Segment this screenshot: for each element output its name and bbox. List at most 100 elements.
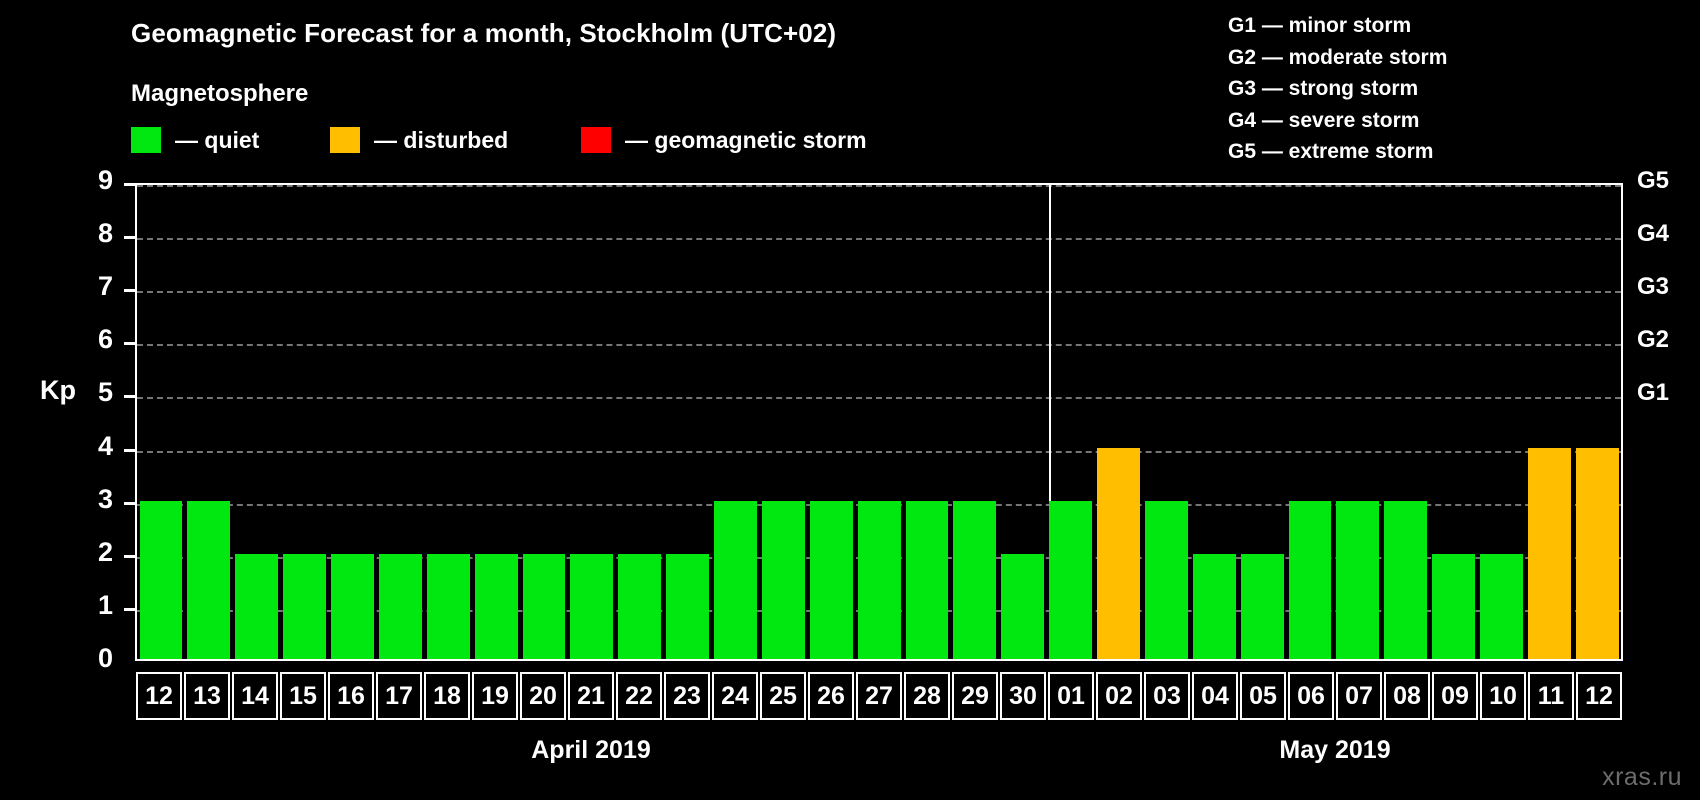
bar-april-29: [953, 501, 997, 659]
bar-cell: [137, 185, 185, 659]
date-label-may-02[interactable]: 02: [1096, 672, 1142, 720]
bar-cell: [185, 185, 233, 659]
y-axis-label: Kp: [40, 375, 76, 405]
y-tick-1: [124, 607, 135, 611]
bar-cell: [1190, 185, 1238, 659]
y-tick-label-8: 8: [97, 218, 113, 249]
bar-april-28: [905, 501, 949, 659]
bar-cell: [1047, 185, 1095, 659]
date-label-april-28[interactable]: 28: [904, 672, 950, 720]
bar-april-12: [139, 501, 183, 659]
date-label-april-24[interactable]: 24: [712, 672, 758, 720]
date-label-april-14[interactable]: 14: [232, 672, 278, 720]
y-tick-2: [124, 554, 135, 558]
bar-cell: [712, 185, 760, 659]
date-axis: 12 13 14 15 16 17 18 19 20 21 22 23 24 25 26 27 28 29 30 01…: [135, 672, 1623, 720]
bar-cell: [1478, 185, 1526, 659]
y-tick-6: [124, 342, 135, 346]
y-tick-9: [124, 183, 135, 186]
bar-may-02: [1097, 448, 1140, 659]
bar-april-19: [474, 553, 518, 659]
legend-item-storm: — geomagnetic storm: [581, 125, 867, 155]
gscale-legend-line-3: G3 — strong storm: [1228, 77, 1419, 100]
date-label-may-08[interactable]: 08: [1384, 672, 1430, 720]
bar-cell: [1095, 185, 1143, 659]
gridline-kp-4: [137, 450, 1621, 453]
date-label-may-10[interactable]: 10: [1480, 672, 1526, 720]
bar-april-25: [761, 501, 805, 659]
bar-cell: [520, 185, 568, 659]
y-tick-7: [124, 289, 135, 293]
bar-cell: [999, 185, 1047, 659]
bar-cell: [855, 185, 903, 659]
date-label-may-05[interactable]: 05: [1240, 672, 1286, 720]
date-label-april-20[interactable]: 20: [520, 672, 566, 720]
bar-cell: [1573, 185, 1621, 659]
month-divider: [1049, 185, 1051, 659]
date-label-april-12[interactable]: 12: [136, 672, 182, 720]
g-axis-label-G2: G2: [1637, 326, 1670, 354]
bar-series: [137, 185, 1621, 659]
gscale-legend-line-4: G4 — severe storm: [1228, 108, 1420, 132]
date-label-may-11[interactable]: 11: [1528, 672, 1574, 720]
month-axis: April 2019 May 2019: [135, 736, 1623, 772]
bar-may-11: [1527, 448, 1571, 659]
bar-april-20: [522, 553, 566, 659]
date-label-april-15[interactable]: 15: [280, 672, 326, 720]
bar-cell: [1430, 185, 1478, 659]
date-label-april-30[interactable]: 30: [1000, 672, 1046, 720]
legend-swatch-quiet-icon: [131, 127, 161, 153]
date-label-may-12[interactable]: 12: [1576, 672, 1622, 720]
gscale-legend-line-2: G2 — moderate storm: [1228, 45, 1448, 69]
date-label-april-19[interactable]: 19: [472, 672, 518, 720]
bar-cell: [568, 185, 616, 659]
bar-april-24: [714, 501, 757, 659]
date-label-april-27[interactable]: 27: [856, 672, 902, 720]
gridline-kp-7: [137, 291, 1621, 294]
bar-april-27: [857, 501, 901, 659]
chart-plot-area: [135, 183, 1623, 661]
y-tick-3: [124, 501, 135, 505]
date-label-may-06[interactable]: 06: [1288, 672, 1334, 720]
y-tick-label-6: 6: [97, 324, 113, 355]
legend-swatch-disturbed-icon: [330, 127, 360, 153]
gscale-legend: G1 — minor storm G2 — moderate storm G3 — …: [1228, 10, 1447, 168]
bar-cell: [903, 185, 951, 659]
date-label-april-26[interactable]: 26: [808, 672, 854, 720]
bar-cell: [424, 185, 472, 659]
legend-label-quiet: — quiet: [175, 126, 260, 153]
bar-april-18: [426, 553, 470, 659]
month-label-may: May 2019: [1279, 736, 1391, 764]
date-label-april-23[interactable]: 23: [664, 672, 710, 720]
bar-april-23: [666, 553, 709, 659]
bar-cell: [329, 185, 377, 659]
bar-may-03: [1144, 501, 1188, 659]
gscale-legend-line-1: G1 — minor storm: [1228, 14, 1412, 37]
date-label-may-03[interactable]: 03: [1144, 672, 1190, 720]
date-label-april-13[interactable]: 13: [184, 672, 230, 720]
page-title: Geomagnetic Forecast for a month, Stockh…: [131, 18, 837, 48]
date-label-april-25[interactable]: 25: [760, 672, 806, 720]
date-label-may-07[interactable]: 07: [1336, 672, 1382, 720]
g-axis-label-G5: G5: [1637, 167, 1670, 194]
bar-cell: [376, 185, 424, 659]
legend-item-disturbed: — disturbed: [330, 125, 508, 155]
bar-cell: [807, 185, 855, 659]
date-label-april-18[interactable]: 18: [424, 672, 470, 720]
date-label-april-17[interactable]: 17: [376, 672, 422, 720]
date-label-may-09[interactable]: 09: [1432, 672, 1478, 720]
legend-label-disturbed: — disturbed: [374, 126, 509, 153]
bar-cell: [281, 185, 329, 659]
bar-cell: [472, 185, 520, 659]
date-label-april-21[interactable]: 21: [568, 672, 614, 720]
date-label-april-29[interactable]: 29: [952, 672, 998, 720]
bar-april-26: [809, 501, 853, 659]
date-label-april-16[interactable]: 16: [328, 672, 374, 720]
legend-label-storm: — geomagnetic storm: [625, 126, 867, 153]
y-tick-8: [124, 236, 135, 240]
date-label-april-22[interactable]: 22: [616, 672, 662, 720]
bar-may-12: [1575, 448, 1619, 659]
date-label-may-04[interactable]: 04: [1192, 672, 1238, 720]
date-label-may-01[interactable]: 01: [1048, 672, 1094, 720]
bar-may-05: [1240, 553, 1284, 659]
